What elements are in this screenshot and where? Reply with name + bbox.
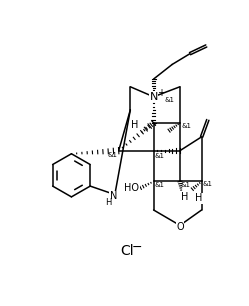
Text: &1: &1 [154,153,164,159]
Text: N: N [149,92,158,102]
Text: O: O [176,222,184,232]
Text: &1: &1 [108,152,118,158]
Text: &1: &1 [182,123,191,129]
Text: H: H [105,198,112,207]
Text: H: H [195,193,202,203]
Text: +: + [157,88,165,98]
Text: H: H [181,192,188,202]
Text: −: − [131,241,142,254]
Text: &1: &1 [164,97,175,103]
Text: &1: &1 [154,181,164,188]
Text: HO: HO [124,183,139,193]
Text: &1: &1 [181,181,191,188]
Text: Cl: Cl [121,244,134,258]
Text: H: H [131,120,139,130]
Text: N: N [110,191,117,201]
Text: &1: &1 [202,181,212,187]
